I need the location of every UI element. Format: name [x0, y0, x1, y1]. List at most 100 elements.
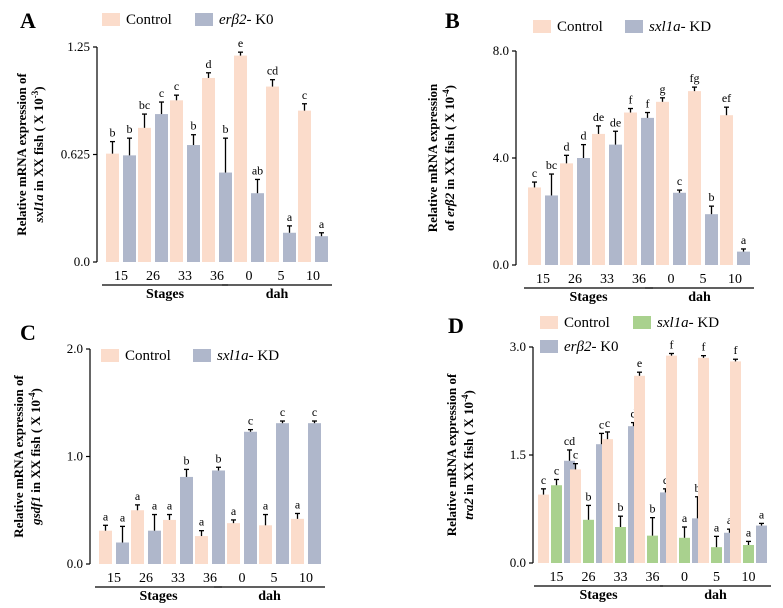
bar — [692, 518, 703, 563]
y-tick-label: 0.0 — [67, 556, 83, 571]
legend-label: sxl1a- KD — [217, 348, 279, 364]
bar — [564, 460, 575, 563]
y-title-rest: in XX fish ( X 10 — [461, 402, 476, 498]
significance-letter: a — [714, 520, 720, 534]
x-tick-label: 36 — [203, 571, 217, 586]
bar — [163, 519, 176, 564]
legend-swatch — [540, 340, 558, 353]
y-tick-label: 8.0 — [493, 43, 509, 58]
y-title-prefix: of — [442, 217, 457, 231]
panel-D: D 0.0 1.5 3.0 Relative mRNA expression of tra… — [444, 313, 771, 603]
significance-letter: a — [746, 525, 752, 539]
y-title-exponent: -4 — [441, 89, 451, 97]
bar — [679, 537, 690, 563]
x-tick-label: 33 — [171, 571, 185, 586]
bar — [624, 112, 637, 266]
significance-letter: c — [312, 405, 317, 419]
significance-letter: a — [199, 515, 205, 529]
significance-letter: f — [702, 340, 706, 354]
y-title-exponent: -4 — [460, 394, 470, 402]
significance-letter: d — [631, 407, 637, 421]
x-tick-label: 10 — [299, 571, 313, 586]
y-tick-label: 3.0 — [510, 339, 526, 354]
significance-letter: g — [660, 82, 666, 96]
y-axis-title-line2: gsdf1 in XX fish ( X 10-4) — [27, 388, 43, 526]
significance-letter: c — [280, 405, 285, 419]
bar — [123, 155, 136, 262]
x-tick-label: 0 — [681, 570, 688, 585]
bar — [116, 542, 129, 564]
panel-label: C — [20, 320, 36, 345]
y-tick-label: 0.625 — [61, 147, 90, 162]
bar — [155, 114, 168, 262]
significance-letter: b — [650, 502, 656, 516]
significance-letter: a — [287, 210, 293, 224]
significance-letter: c — [677, 174, 682, 188]
significance-letter: e — [637, 356, 642, 370]
y-axis-title-line2: sxl1a in XX fish ( X 10-3) — [30, 86, 46, 223]
legend-swatch — [101, 349, 119, 362]
x-tick-label: 5 — [271, 571, 278, 586]
x-tick-label: 5 — [278, 269, 285, 284]
bar — [570, 469, 581, 563]
x-tick-label: 15 — [107, 571, 121, 586]
x-tick-label: 26 — [146, 269, 160, 284]
bar — [711, 547, 722, 563]
legend-label: Control — [564, 315, 610, 331]
significance-letter: f — [734, 343, 738, 357]
significance-letter: a — [152, 499, 158, 513]
significance-letter: a — [682, 511, 688, 525]
legend-swatch — [102, 13, 120, 26]
bar — [592, 133, 605, 265]
panel-A: A 0.0 0.625 1.25 Relative mRNA expression of… — [14, 8, 332, 302]
y-title-gene: erβ2 — [442, 192, 457, 216]
group-label-stages: Stages — [569, 290, 608, 305]
legend-suffix: - KD — [689, 315, 720, 331]
x-tick-label: 0 — [239, 571, 246, 586]
legend-suffix: - K0 — [246, 12, 273, 28]
x-tick-label: 26 — [139, 571, 153, 586]
y-tick-label: 0.0 — [74, 254, 90, 269]
group-label-dah: dah — [266, 287, 289, 302]
bar — [756, 525, 767, 563]
panel-label: D — [448, 313, 464, 338]
y-title-exponent: -3 — [30, 90, 40, 98]
y-title-rest: in XX fish ( X 10 — [31, 98, 46, 194]
panel-label: B — [445, 8, 460, 33]
significance-letter: a — [319, 217, 325, 231]
x-tick-label: 33 — [614, 570, 628, 585]
bar — [99, 530, 112, 564]
significance-letter: f — [670, 337, 674, 351]
legend-label: erβ2- K0 — [219, 12, 274, 28]
y-tick-label: 0.0 — [493, 257, 509, 272]
group-label-dah: dah — [704, 588, 727, 603]
y-tick-label: 1.0 — [67, 449, 83, 464]
significance-letter: c — [159, 86, 164, 100]
significance-letter: c — [541, 473, 546, 487]
significance-letter: b — [216, 451, 222, 465]
significance-letter: a — [759, 507, 765, 521]
panel-C: C 0.0 1.0 2.0 Relative mRNA expression of gsd… — [11, 320, 325, 604]
bar — [170, 100, 183, 262]
legend-swatch — [533, 20, 551, 33]
x-tick-label: 5 — [713, 570, 720, 585]
bar — [720, 115, 733, 265]
significance-letter: c — [174, 79, 179, 93]
significance-letter: c — [599, 417, 604, 431]
bar — [666, 355, 677, 563]
significance-letter: a — [103, 509, 109, 523]
legend-gene: sxl1a — [649, 19, 681, 35]
significance-letter: cd — [267, 64, 278, 78]
y-tick-label: 4.0 — [493, 150, 509, 165]
bar — [698, 357, 709, 563]
y-title-rest: in XX fish ( X 10 — [442, 97, 457, 193]
bar — [641, 117, 654, 265]
bar — [148, 530, 161, 564]
bar — [259, 525, 272, 564]
significance-letter: a — [727, 513, 733, 527]
bar — [688, 91, 701, 265]
significance-letter: cd — [564, 434, 575, 448]
y-axis-title-line1: Relative mRNA expression of — [444, 373, 459, 536]
bar — [743, 545, 754, 563]
